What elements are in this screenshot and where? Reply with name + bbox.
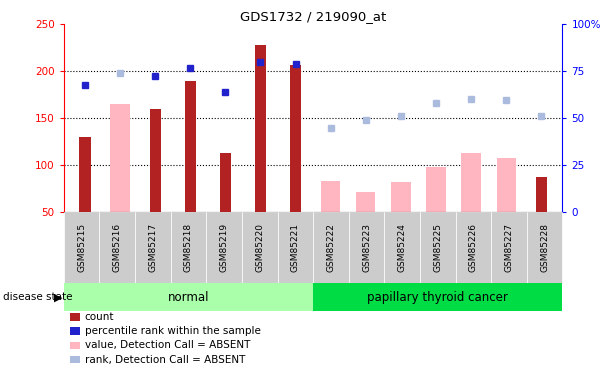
- Text: GSM85221: GSM85221: [291, 223, 300, 272]
- Bar: [426, 167, 446, 212]
- Bar: [150, 109, 161, 212]
- Bar: [356, 192, 375, 212]
- Text: GSM85222: GSM85222: [326, 223, 336, 272]
- Bar: [461, 153, 481, 212]
- Text: GSM85227: GSM85227: [505, 223, 514, 272]
- Bar: [219, 153, 231, 212]
- Text: percentile rank within the sample: percentile rank within the sample: [85, 326, 260, 336]
- Bar: [79, 137, 91, 212]
- Text: GSM85216: GSM85216: [112, 223, 122, 272]
- Text: GSM85226: GSM85226: [469, 223, 478, 272]
- Text: GSM85223: GSM85223: [362, 223, 371, 272]
- Text: disease state: disease state: [3, 292, 72, 302]
- Bar: [536, 177, 547, 212]
- Text: ▶: ▶: [54, 292, 62, 302]
- Text: papillary thyroid cancer: papillary thyroid cancer: [367, 291, 508, 304]
- Text: GSM85228: GSM85228: [540, 223, 549, 272]
- Text: GSM85225: GSM85225: [434, 223, 442, 272]
- Text: GSM85217: GSM85217: [148, 223, 157, 272]
- Bar: [321, 181, 340, 212]
- Text: GSM85224: GSM85224: [398, 223, 407, 272]
- Bar: [111, 104, 130, 212]
- Bar: [185, 81, 196, 212]
- Bar: [290, 64, 301, 212]
- Bar: [497, 158, 516, 212]
- Text: GSM85219: GSM85219: [219, 223, 229, 272]
- Text: count: count: [85, 312, 114, 322]
- Text: GSM85218: GSM85218: [184, 223, 193, 272]
- Text: GSM85215: GSM85215: [77, 223, 86, 272]
- Text: rank, Detection Call = ABSENT: rank, Detection Call = ABSENT: [85, 355, 245, 364]
- Bar: [391, 182, 410, 212]
- Bar: [255, 45, 266, 212]
- Text: normal: normal: [168, 291, 209, 304]
- Text: value, Detection Call = ABSENT: value, Detection Call = ABSENT: [85, 340, 250, 350]
- Title: GDS1732 / 219090_at: GDS1732 / 219090_at: [240, 10, 386, 23]
- Text: GSM85220: GSM85220: [255, 223, 264, 272]
